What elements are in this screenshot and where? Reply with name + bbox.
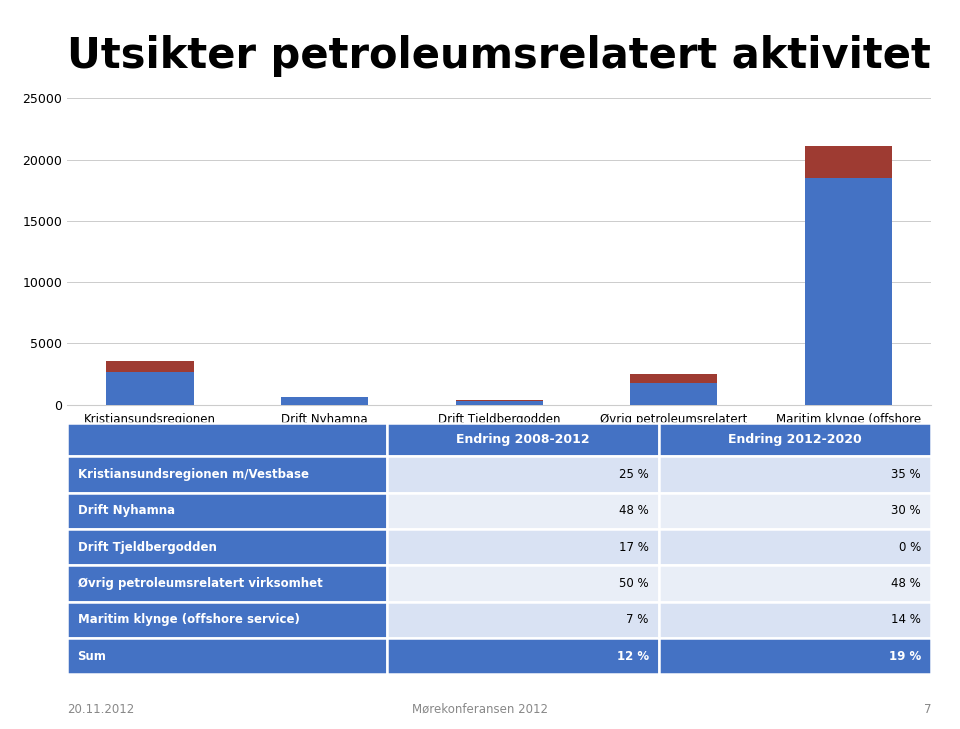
FancyBboxPatch shape (387, 529, 659, 566)
Bar (107, 361, 194, 372)
Text: 20.11.2012: 20.11.2012 (67, 703, 134, 716)
Text: Utsikter petroleumsrelatert aktivitet: Utsikter petroleumsrelatert aktivitet (67, 34, 931, 77)
Text: 50 %: 50 % (619, 577, 649, 590)
FancyBboxPatch shape (659, 493, 931, 529)
Text: Kristiansundsregionen m/Vestbase: Kristiansundsregionen m/Vestbase (78, 468, 308, 481)
Text: 48 %: 48 % (891, 577, 921, 590)
Text: Mørekonferansen 2012: Mørekonferansen 2012 (412, 703, 548, 716)
FancyBboxPatch shape (67, 601, 387, 638)
Text: Endring 2012-2020: Endring 2012-2020 (729, 433, 862, 446)
FancyBboxPatch shape (387, 566, 659, 601)
FancyBboxPatch shape (67, 529, 387, 566)
Bar (630, 383, 717, 405)
FancyBboxPatch shape (387, 493, 659, 529)
FancyBboxPatch shape (387, 601, 659, 638)
FancyBboxPatch shape (67, 566, 387, 601)
Text: 7 %: 7 % (626, 613, 649, 626)
Text: Endring 2008-2012: Endring 2008-2012 (456, 433, 589, 446)
FancyBboxPatch shape (387, 423, 659, 456)
FancyBboxPatch shape (659, 529, 931, 566)
Text: Sum: Sum (78, 650, 107, 663)
Text: 12 %: 12 % (616, 650, 649, 663)
Text: 14 %: 14 % (891, 613, 921, 626)
FancyBboxPatch shape (659, 566, 931, 601)
Text: 17 %: 17 % (619, 541, 649, 553)
Text: 19 %: 19 % (889, 650, 921, 663)
FancyBboxPatch shape (387, 456, 659, 493)
FancyBboxPatch shape (659, 423, 931, 456)
Text: 25 %: 25 % (619, 468, 649, 481)
Text: Drift Nyhamna: Drift Nyhamna (78, 504, 175, 518)
FancyBboxPatch shape (659, 601, 931, 638)
Text: 30 %: 30 % (891, 504, 921, 518)
Text: Øvrig petroleumsrelatert virksomhet: Øvrig petroleumsrelatert virksomhet (78, 577, 323, 590)
Text: 48 %: 48 % (619, 504, 649, 518)
FancyBboxPatch shape (659, 456, 931, 493)
Bar (804, 178, 892, 405)
FancyBboxPatch shape (67, 638, 387, 674)
Legend: 2012, Endring 2020: 2012, Endring 2020 (264, 508, 439, 521)
Text: Drift Tjeldbergodden: Drift Tjeldbergodden (78, 541, 216, 553)
Text: 0 %: 0 % (899, 541, 921, 553)
Text: 7: 7 (924, 703, 931, 716)
Bar (281, 397, 369, 405)
FancyBboxPatch shape (67, 423, 387, 456)
FancyBboxPatch shape (67, 493, 387, 529)
Text: 35 %: 35 % (891, 468, 921, 481)
FancyBboxPatch shape (659, 638, 931, 674)
Bar (456, 401, 542, 405)
FancyBboxPatch shape (67, 456, 387, 493)
Bar (107, 372, 194, 405)
FancyBboxPatch shape (387, 638, 659, 674)
Bar (630, 374, 717, 383)
Text: Maritim klynge (offshore service): Maritim klynge (offshore service) (78, 613, 300, 626)
Bar (804, 147, 892, 178)
